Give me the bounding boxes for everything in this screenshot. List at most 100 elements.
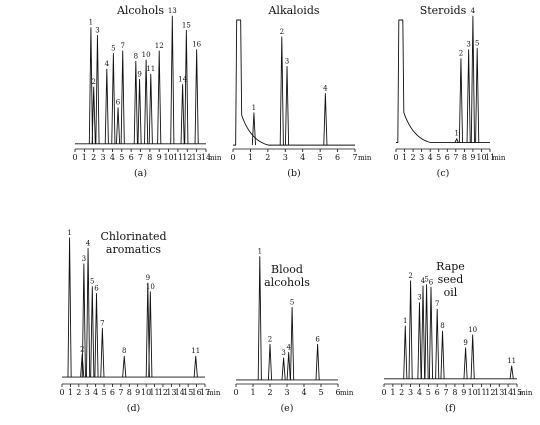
x-tick-label: 11 bbox=[149, 388, 159, 397]
x-tick-label: 5 bbox=[102, 388, 107, 397]
x-tick-label: 0 bbox=[59, 388, 64, 397]
peak-16 bbox=[194, 49, 199, 144]
peak-4 bbox=[470, 15, 475, 143]
x-tick-label: 1 bbox=[248, 153, 253, 162]
x-tick-label: 1 bbox=[390, 388, 395, 397]
peak-label: 6 bbox=[429, 278, 434, 286]
peak-9 bbox=[463, 347, 468, 379]
baseline-trace bbox=[233, 19, 355, 146]
x-tick-label: 6 bbox=[435, 388, 440, 397]
peak-label: 2 bbox=[459, 50, 463, 58]
peak-10 bbox=[148, 291, 153, 378]
panel-title: Alcohols bbox=[116, 4, 164, 17]
peak-label: 2 bbox=[408, 272, 412, 280]
panel-title: Alkaloids bbox=[267, 4, 319, 17]
x-axis-unit: min bbox=[519, 389, 533, 397]
x-tick-label: 11 bbox=[485, 153, 495, 162]
x-tick-label: 15 bbox=[512, 388, 522, 397]
peak-label: 4 bbox=[323, 85, 328, 93]
x-tick-label: 5 bbox=[318, 153, 323, 162]
x-tick-label: 6 bbox=[445, 153, 450, 162]
baseline-trace bbox=[396, 19, 490, 143]
peak-14 bbox=[180, 84, 185, 144]
peak-4 bbox=[286, 352, 291, 380]
peak-7 bbox=[120, 50, 125, 144]
x-tick-label: 0 bbox=[393, 153, 398, 162]
x-tick-label: 3 bbox=[419, 153, 424, 162]
peak-4 bbox=[86, 247, 91, 378]
x-axis-unit: min bbox=[208, 154, 222, 162]
x-tick-label: 7 bbox=[453, 153, 458, 162]
peak-8 bbox=[133, 60, 138, 144]
peak-label: 10 bbox=[468, 326, 477, 334]
panel-title: seed bbox=[438, 273, 464, 286]
peak-label: 2 bbox=[91, 78, 95, 86]
peak-5 bbox=[424, 284, 429, 379]
x-tick-label: 3 bbox=[283, 153, 288, 162]
peak-label: 6 bbox=[116, 99, 121, 107]
peak-label: 1 bbox=[67, 229, 71, 237]
x-tick-label: 7 bbox=[138, 153, 143, 162]
peak-3 bbox=[417, 302, 422, 379]
peak-label: 3 bbox=[285, 57, 289, 65]
x-tick-label: 8 bbox=[452, 388, 457, 397]
peak-3 bbox=[81, 263, 86, 378]
peak-11 bbox=[148, 73, 153, 144]
panel-title: oil bbox=[444, 286, 458, 299]
x-tick-label: 4 bbox=[417, 388, 422, 397]
peak-label: 9 bbox=[146, 274, 150, 282]
x-tick-label: 3 bbox=[284, 388, 289, 397]
x-tick-label: 16 bbox=[191, 388, 201, 397]
panel-caption: (f) bbox=[445, 403, 456, 414]
peak-5 bbox=[111, 53, 116, 144]
peak-label: 2 bbox=[280, 28, 284, 36]
peak-6 bbox=[94, 293, 99, 378]
x-tick-label: 4 bbox=[301, 388, 306, 397]
x-tick-label: 8 bbox=[462, 153, 467, 162]
panel-title: Steroids bbox=[420, 4, 467, 17]
x-tick-label: 3 bbox=[85, 388, 90, 397]
panel-title: alcohols bbox=[264, 276, 310, 289]
x-tick-label: 17 bbox=[200, 388, 210, 397]
panel-title: Chlorinated bbox=[100, 230, 166, 243]
peak-label: 5 bbox=[290, 298, 294, 306]
peak-label: 5 bbox=[111, 45, 115, 53]
x-axis-unit: min bbox=[358, 154, 372, 162]
peak-4 bbox=[420, 285, 426, 379]
peak-label: 5 bbox=[90, 278, 94, 286]
peak-8 bbox=[440, 330, 445, 379]
peak-1 bbox=[454, 138, 459, 143]
x-tick-label: 7 bbox=[444, 388, 449, 397]
peak-8 bbox=[122, 355, 127, 378]
panel-title: aromatics bbox=[106, 243, 162, 256]
x-tick-label: 2 bbox=[265, 153, 270, 162]
panel-caption: (e) bbox=[280, 403, 293, 414]
x-tick-label: 4 bbox=[428, 153, 433, 162]
x-tick-label: 14 bbox=[201, 153, 211, 162]
peak-1 bbox=[88, 27, 93, 144]
x-tick-label: 5 bbox=[436, 153, 441, 162]
peak-label: 15 bbox=[182, 21, 191, 29]
peak-label: 3 bbox=[281, 349, 285, 357]
peak-label: 1 bbox=[252, 104, 256, 112]
peak-5 bbox=[290, 306, 295, 380]
peak-1 bbox=[403, 325, 408, 379]
peak-2 bbox=[267, 343, 273, 380]
peak-label: 7 bbox=[100, 319, 104, 327]
x-tick-label: 0 bbox=[230, 153, 235, 162]
x-tick-label: 2 bbox=[411, 153, 416, 162]
x-tick-label: 13 bbox=[494, 388, 504, 397]
peak-label: 4 bbox=[86, 239, 91, 247]
peak-label: 3 bbox=[95, 26, 99, 34]
peak-label: 3 bbox=[417, 294, 421, 302]
peak-label: 13 bbox=[168, 7, 177, 15]
peak-3 bbox=[466, 49, 471, 143]
panel-title: Blood bbox=[271, 263, 303, 276]
x-tick-label: 11 bbox=[173, 153, 183, 162]
peak-1 bbox=[257, 256, 262, 380]
x-tick-label: 10 bbox=[141, 388, 151, 397]
x-tick-label: 2 bbox=[91, 153, 96, 162]
x-tick-label: 10 bbox=[468, 388, 478, 397]
